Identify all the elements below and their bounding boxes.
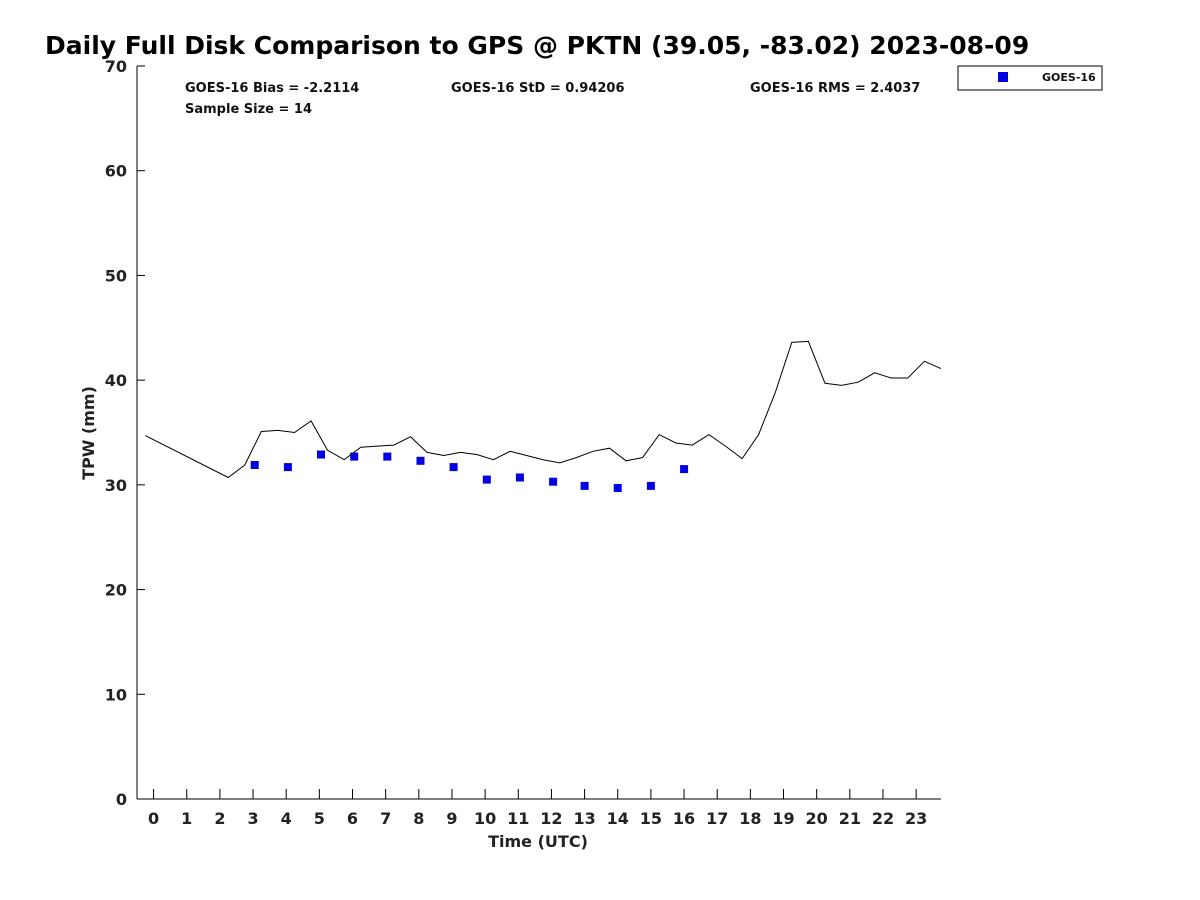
x-tick-label: 7 xyxy=(380,809,391,828)
goes16-point xyxy=(250,461,259,469)
x-tick-label: 16 xyxy=(673,809,695,828)
x-tick-label: 20 xyxy=(806,809,828,828)
goes16-point xyxy=(350,452,359,461)
goes16-point xyxy=(646,481,655,490)
sample-size-stat: Sample Size = 14 xyxy=(185,102,312,117)
legend: GOES-16 xyxy=(957,65,1103,91)
goes16-point xyxy=(580,481,589,490)
x-tick-label: 10 xyxy=(474,809,496,828)
x-tick-label: 8 xyxy=(413,809,424,828)
bias-stat: GOES-16 Bias = -2.2114 xyxy=(185,81,359,96)
x-tick-label: 18 xyxy=(739,809,761,828)
goes16-point xyxy=(613,484,622,492)
chart-series xyxy=(145,340,942,492)
x-tick-label: 12 xyxy=(540,809,562,828)
x-axis-label: Time (UTC) xyxy=(488,832,588,851)
std-stat: GOES-16 StD = 0.94206 xyxy=(451,81,625,96)
goes16-point xyxy=(383,452,392,461)
x-tick-label: 19 xyxy=(772,809,794,828)
x-tick-label: 1 xyxy=(181,809,192,828)
y-tick-label: 10 xyxy=(105,685,127,704)
y-tick-label: 60 xyxy=(105,162,127,181)
goes16-point xyxy=(482,475,491,484)
goes16-point xyxy=(283,463,292,472)
x-tick-label: 23 xyxy=(905,809,927,828)
x-tick-label: 21 xyxy=(839,809,861,828)
y-tick-label: 30 xyxy=(105,476,127,495)
goes16-point xyxy=(549,477,558,486)
y-axis-ticks: 0 10 20 30 40 50 60 70 xyxy=(105,57,145,809)
goes16-point xyxy=(416,456,425,465)
y-axis-label: TPW (mm) xyxy=(79,386,98,480)
goes16-point xyxy=(317,450,325,459)
x-tick-label: 22 xyxy=(872,809,894,828)
goes16-point xyxy=(680,465,689,474)
x-tick-label: 13 xyxy=(573,809,595,828)
y-tick-label: 70 xyxy=(105,57,127,76)
x-tick-label: 17 xyxy=(706,809,728,828)
x-tick-label: 11 xyxy=(507,809,529,828)
plot-axes xyxy=(136,66,941,800)
x-tick-label: 6 xyxy=(347,809,358,828)
x-tick-label: 15 xyxy=(640,809,662,828)
legend-box xyxy=(957,65,1103,91)
chart-title: Daily Full Disk Comparison to GPS @ PKTN… xyxy=(45,31,1029,60)
rms-stat: GOES-16 RMS = 2.4037 xyxy=(750,81,920,96)
goes16-point xyxy=(449,463,458,472)
goes16-point xyxy=(515,473,524,482)
x-tick-label: 4 xyxy=(281,809,292,828)
gps-tpw-line xyxy=(145,340,942,479)
x-tick-label: 0 xyxy=(148,809,159,828)
y-tick-label: 50 xyxy=(105,266,127,285)
x-axis-ticks: 0 1 2 3 4 5 6 7 8 9 10 11 12 13 14 15 16 17 18 19 20 21 22 23 xyxy=(148,789,927,828)
x-tick-label: 5 xyxy=(314,809,325,828)
y-tick-label: 0 xyxy=(116,790,127,809)
x-tick-label: 3 xyxy=(247,809,258,828)
y-tick-label: 20 xyxy=(105,581,127,600)
x-tick-label: 14 xyxy=(607,809,629,828)
legend-marker-goes16 xyxy=(998,72,1008,82)
x-tick-label: 9 xyxy=(446,809,457,828)
x-tick-label: 2 xyxy=(214,809,225,828)
y-tick-label: 40 xyxy=(105,371,127,390)
legend-label-goes16: GOES-16 xyxy=(1042,71,1096,84)
